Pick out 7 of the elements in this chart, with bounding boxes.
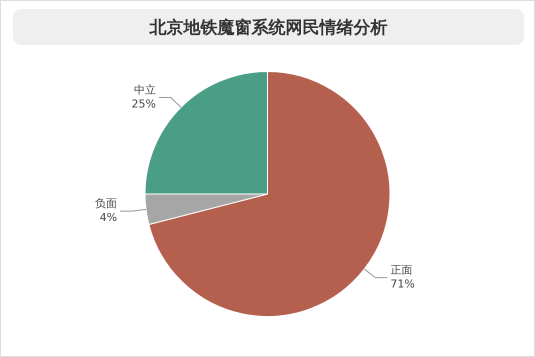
chart-title: 北京地铁魔窗系统网民情绪分析	[13, 9, 524, 45]
data-label: 25%	[132, 97, 156, 110]
slice-label: 负面	[95, 196, 118, 210]
slice-label: 中立	[134, 83, 156, 96]
data-label: 4%	[100, 210, 118, 224]
data-label: 71%	[390, 278, 415, 291]
slice-label: 正面	[390, 264, 412, 277]
